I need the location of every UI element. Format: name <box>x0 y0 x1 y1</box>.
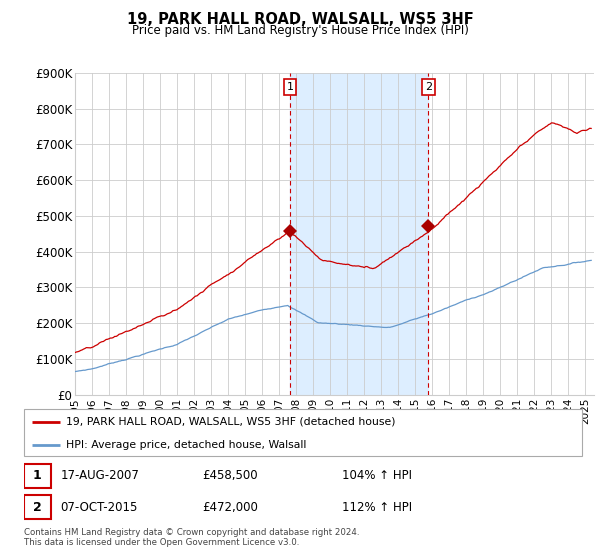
Text: 2: 2 <box>425 82 432 92</box>
Text: £458,500: £458,500 <box>203 469 258 482</box>
Text: HPI: Average price, detached house, Walsall: HPI: Average price, detached house, Wals… <box>66 440 306 450</box>
Bar <box>24 495 51 519</box>
Text: 1: 1 <box>286 82 293 92</box>
Text: Price paid vs. HM Land Registry's House Price Index (HPI): Price paid vs. HM Land Registry's House … <box>131 24 469 36</box>
Text: 1: 1 <box>33 469 42 482</box>
Text: 112% ↑ HPI: 112% ↑ HPI <box>342 501 412 514</box>
Text: 104% ↑ HPI: 104% ↑ HPI <box>342 469 412 482</box>
Bar <box>24 464 51 488</box>
Text: 17-AUG-2007: 17-AUG-2007 <box>60 469 139 482</box>
Text: 19, PARK HALL ROAD, WALSALL, WS5 3HF (detached house): 19, PARK HALL ROAD, WALSALL, WS5 3HF (de… <box>66 417 395 427</box>
Text: 2: 2 <box>33 501 42 514</box>
Text: 07-OCT-2015: 07-OCT-2015 <box>60 501 137 514</box>
Text: £472,000: £472,000 <box>203 501 259 514</box>
Text: 19, PARK HALL ROAD, WALSALL, WS5 3HF: 19, PARK HALL ROAD, WALSALL, WS5 3HF <box>127 12 473 27</box>
Bar <box>290 73 428 395</box>
Text: Contains HM Land Registry data © Crown copyright and database right 2024.
This d: Contains HM Land Registry data © Crown c… <box>24 528 359 547</box>
